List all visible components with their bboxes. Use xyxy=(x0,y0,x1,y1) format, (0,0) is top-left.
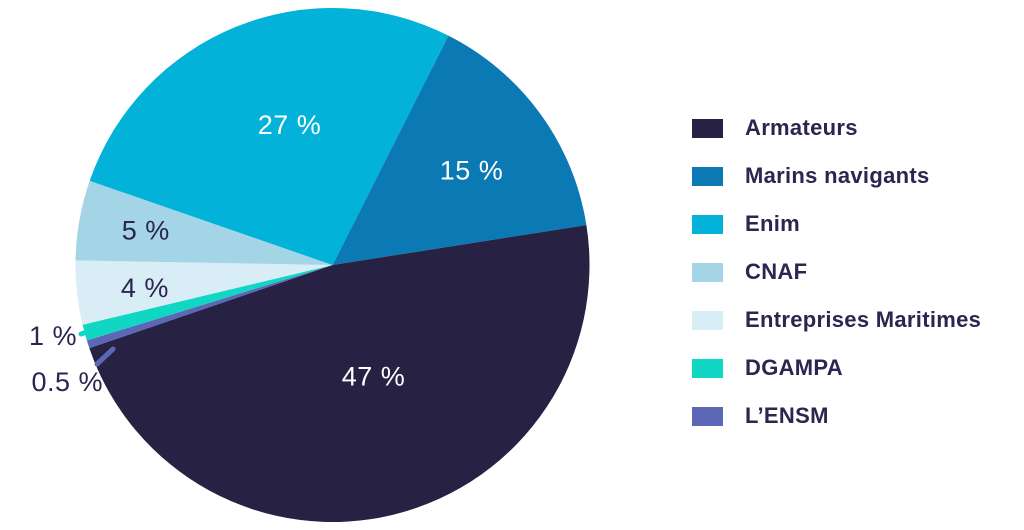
legend-item-l-ensm: L’ENSM xyxy=(692,392,981,440)
legend-item-dgampa: DGAMPA xyxy=(692,344,981,392)
legend-swatch-cnaf xyxy=(692,262,723,282)
legend-item-armateurs: Armateurs xyxy=(692,104,981,152)
leader-line-l-ensm xyxy=(94,346,116,367)
legend-label-enim: Enim xyxy=(745,211,800,236)
slice-value-label-marins-navigants: 15 % xyxy=(440,156,504,186)
legend-item-cnaf: CNAF xyxy=(692,248,981,296)
legend-swatch-entreprises-maritimes xyxy=(692,310,723,330)
pie-slice-cnaf xyxy=(75,180,333,265)
leader-line-dgampa xyxy=(78,324,106,337)
legend-label-armateurs: Armateurs xyxy=(745,115,858,140)
slice-value-label-armateurs: 47 % xyxy=(342,361,406,391)
legend-item-entreprises-maritimes: Entreprises Maritimes xyxy=(692,296,981,344)
legend-swatch-marins-navigants xyxy=(692,166,723,186)
pie-slice-marins-navigants xyxy=(332,35,587,266)
pie-slice-enim xyxy=(89,8,449,266)
legend-label-cnaf: CNAF xyxy=(745,259,808,284)
legend-label-marins-navigants: Marins navigants xyxy=(745,163,930,188)
legend-label-entreprises-maritimes: Entreprises Maritimes xyxy=(745,307,982,332)
pie-slice-entreprises-maritimes xyxy=(75,260,333,325)
slice-value-label-cnaf: 5 % xyxy=(122,215,170,245)
slice-value-label-enim: 27 % xyxy=(258,110,322,140)
legend-label-dgampa: DGAMPA xyxy=(745,355,843,380)
pie-slice-armateurs xyxy=(89,225,590,523)
pie-slice-l-ensm xyxy=(86,265,333,349)
slice-value-label-dgampa: 1 % xyxy=(29,321,77,351)
legend-item-enim: Enim xyxy=(692,200,981,248)
legend: Armateurs Marins navigants Enim CNAF Entrepr… xyxy=(692,104,981,440)
legend-swatch-enim xyxy=(692,214,723,234)
legend-swatch-dgampa xyxy=(692,358,723,378)
slice-value-label-entreprises-maritimes: 4 % xyxy=(121,273,169,303)
pie-slice-dgampa xyxy=(82,265,333,341)
legend-item-marins-navigants: Marins navigants xyxy=(692,152,981,200)
legend-swatch-armateurs xyxy=(692,118,723,138)
legend-label-l-ensm: L’ENSM xyxy=(745,403,829,428)
slice-value-label-l-ensm: 0.5 % xyxy=(31,367,103,397)
legend-swatch-l-ensm xyxy=(692,406,723,426)
